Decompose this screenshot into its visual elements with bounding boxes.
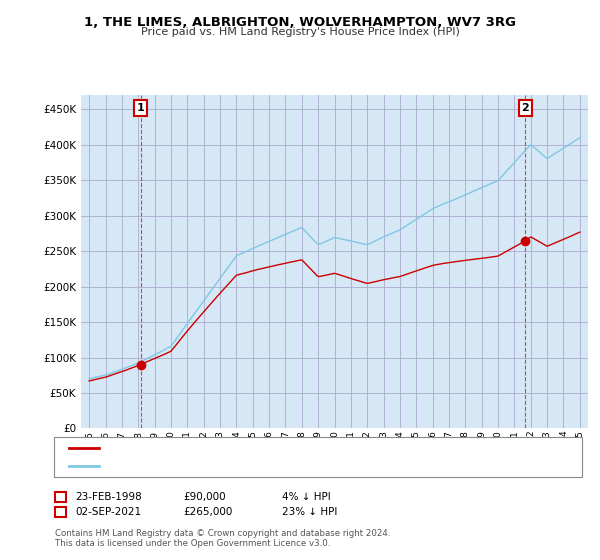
- Text: 1: 1: [57, 492, 64, 502]
- Text: 2: 2: [57, 507, 64, 517]
- Text: £265,000: £265,000: [183, 507, 232, 517]
- Text: 1, THE LIMES, ALBRIGHTON, WOLVERHAMPTON, WV7 3RG: 1, THE LIMES, ALBRIGHTON, WOLVERHAMPTON,…: [84, 16, 516, 29]
- Text: 23-FEB-1998: 23-FEB-1998: [75, 492, 142, 502]
- Text: £90,000: £90,000: [183, 492, 226, 502]
- Text: 4% ↓ HPI: 4% ↓ HPI: [282, 492, 331, 502]
- Text: 2: 2: [521, 103, 529, 113]
- Text: Contains HM Land Registry data © Crown copyright and database right 2024.
This d: Contains HM Land Registry data © Crown c…: [55, 529, 391, 548]
- Text: 02-SEP-2021: 02-SEP-2021: [75, 507, 141, 517]
- Text: 1: 1: [137, 103, 145, 113]
- Text: Price paid vs. HM Land Registry's House Price Index (HPI): Price paid vs. HM Land Registry's House …: [140, 27, 460, 37]
- Text: HPI: Average price, detached house, Shropshire: HPI: Average price, detached house, Shro…: [103, 461, 336, 471]
- Text: 1, THE LIMES, ALBRIGHTON, WOLVERHAMPTON, WV7 3RG (detached house): 1, THE LIMES, ALBRIGHTON, WOLVERHAMPTON,…: [103, 443, 476, 453]
- Text: 23% ↓ HPI: 23% ↓ HPI: [282, 507, 337, 517]
